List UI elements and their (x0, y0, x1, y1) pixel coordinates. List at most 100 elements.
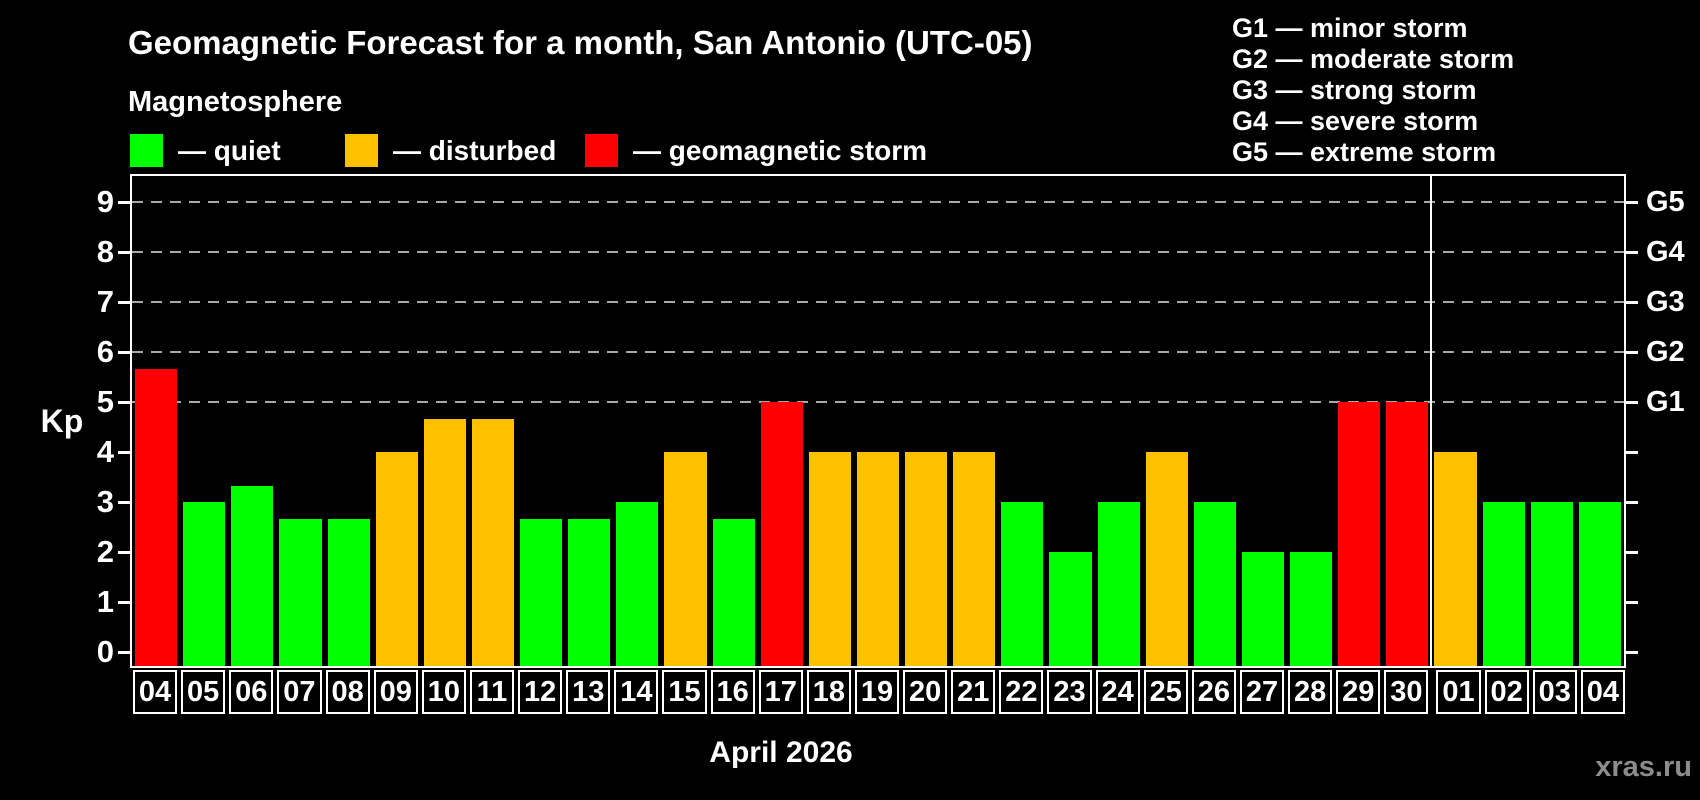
legend-label-quiet: — quiet (178, 134, 281, 166)
kp-bar-10 (423, 418, 466, 666)
kp-bar-04 (1578, 502, 1621, 666)
x-tick-cell-apr-21: 21 (951, 670, 996, 714)
x-tick-cell-apr-05: 05 (181, 670, 226, 714)
y-axis-tick-right (1626, 351, 1638, 354)
kp-bar-09 (375, 452, 418, 666)
month-separator-line (1430, 176, 1433, 666)
x-tick-cell-apr-11: 11 (469, 670, 515, 714)
x-axis-title: April 2026 (709, 736, 853, 769)
x-tick-cell-apr-12: 12 (518, 670, 563, 714)
x-tick-cell-apr-04: 04 (133, 670, 178, 714)
y-axis-tick-right (1626, 201, 1638, 204)
kp-bar-27 (1241, 552, 1285, 666)
kp-bar-28 (1290, 552, 1333, 666)
kp-bar-23 (1049, 552, 1092, 666)
y-axis-tick-left (118, 601, 130, 604)
x-tick-cell-may-02: 02 (1484, 670, 1529, 714)
g-scale-legend-line: G1 — minor storm (1232, 13, 1468, 43)
x-tick-cell-apr-06: 06 (229, 670, 274, 714)
kp-bar-26 (1193, 502, 1236, 666)
kp-bar-19 (856, 452, 900, 666)
x-tick-cell-apr-25: 25 (1143, 670, 1188, 714)
gridline-kp-8 (132, 251, 1624, 253)
legend-swatch-disturbed-icon (345, 134, 378, 167)
x-tick-cell-apr-27: 27 (1239, 670, 1285, 714)
kp-bar-05 (183, 502, 226, 666)
y-tick-label: 3 (96, 484, 114, 519)
y-axis-tick-right (1626, 251, 1638, 254)
g-scale-legend: G1 — minor storm G2 — moderate storm G3 — … (1232, 13, 1514, 168)
kp-bar-06 (231, 485, 274, 666)
x-tick-cell-apr-18: 18 (806, 670, 851, 714)
kp-bar-03 (1530, 502, 1573, 666)
legend-item-quiet: — quiet (130, 134, 281, 167)
y-axis-tick-right (1626, 501, 1638, 504)
x-tick-cell-apr-22: 22 (999, 670, 1044, 714)
kp-bar-16 (712, 518, 755, 666)
x-tick-cell-apr-29: 29 (1336, 670, 1381, 714)
y-axis-tick-left (118, 201, 130, 204)
x-tick-cell-apr-09: 09 (373, 670, 418, 714)
y-tick-label: 8 (96, 234, 114, 269)
kp-bar-29 (1338, 402, 1381, 666)
legend-item-storm: — geomagnetic storm (585, 134, 927, 167)
chart-title: Geomagnetic Forecast for a month, San An… (128, 24, 1033, 61)
kp-bar-21 (953, 452, 996, 666)
x-tick-cell-may-01: 01 (1436, 670, 1481, 714)
legend-swatch-quiet-icon (130, 134, 163, 167)
kp-bar-25 (1145, 452, 1188, 666)
right-axis-label-G5: G5 (1646, 186, 1685, 218)
g-scale-legend-line: G2 — moderate storm (1232, 44, 1515, 74)
kp-bar-17 (760, 402, 803, 666)
y-axis-tick-left (118, 551, 130, 554)
y-tick-label: 9 (96, 184, 114, 219)
y-axis-tick-left (118, 651, 130, 654)
kp-bar-02 (1482, 502, 1525, 666)
x-tick-cell-apr-16: 16 (710, 670, 755, 714)
kp-bar-11 (471, 418, 515, 666)
y-axis-tick-right (1626, 601, 1638, 604)
x-tick-cell-apr-10: 10 (421, 670, 466, 714)
y-tick-label: 6 (96, 334, 114, 369)
kp-bar-13 (568, 518, 611, 666)
y-axis-title: Kp (40, 403, 84, 439)
kp-bar-07 (279, 518, 322, 666)
x-tick-cell-may-04: 04 (1580, 670, 1625, 714)
y-axis-tick-right (1626, 651, 1638, 654)
right-axis-label-G3: G3 (1646, 286, 1685, 318)
g-scale-legend-line: G5 — extreme storm (1232, 137, 1497, 167)
y-axis-tick-right (1626, 451, 1638, 454)
x-tick-cell-apr-28: 28 (1288, 670, 1333, 714)
kp-bar-12 (520, 518, 563, 666)
g-scale-legend-line: G3 — strong storm (1232, 75, 1477, 105)
y-axis-tick-left (118, 301, 130, 304)
y-axis-tick-left (118, 401, 130, 404)
y-tick-label: 7 (96, 284, 114, 319)
y-axis-tick-left (118, 451, 130, 454)
y-axis-tick-left (118, 251, 130, 254)
x-tick-cell-apr-30: 30 (1384, 670, 1429, 714)
kp-bar-22 (1001, 502, 1044, 666)
magnetosphere-label: Magnetosphere (128, 86, 343, 118)
y-tick-label: 4 (96, 434, 114, 469)
x-tick-cell-may-03: 03 (1532, 670, 1577, 714)
x-tick-cell-apr-14: 14 (614, 670, 659, 714)
y-axis-tick-left (118, 351, 130, 354)
y-tick-label: 0 (96, 634, 114, 669)
y-axis-tick-right (1626, 551, 1638, 554)
kp-bar-14 (616, 502, 659, 666)
x-tick-cell-apr-15: 15 (662, 670, 707, 714)
gridline-kp-7 (132, 301, 1624, 303)
legend-swatch-storm-icon (585, 134, 618, 167)
y-tick-label: 1 (96, 584, 114, 619)
plot-area (130, 174, 1626, 668)
kp-bar-30 (1386, 402, 1429, 666)
kp-bar-24 (1097, 502, 1140, 666)
right-axis-label-G2: G2 (1646, 336, 1685, 368)
g-scale-legend-line: G4 — severe storm (1232, 106, 1479, 136)
kp-bar-15 (664, 452, 707, 666)
x-tick-cell-apr-26: 26 (1191, 670, 1236, 714)
x-tick-cell-apr-24: 24 (1095, 670, 1140, 714)
legend-item-disturbed: — disturbed (345, 134, 556, 167)
